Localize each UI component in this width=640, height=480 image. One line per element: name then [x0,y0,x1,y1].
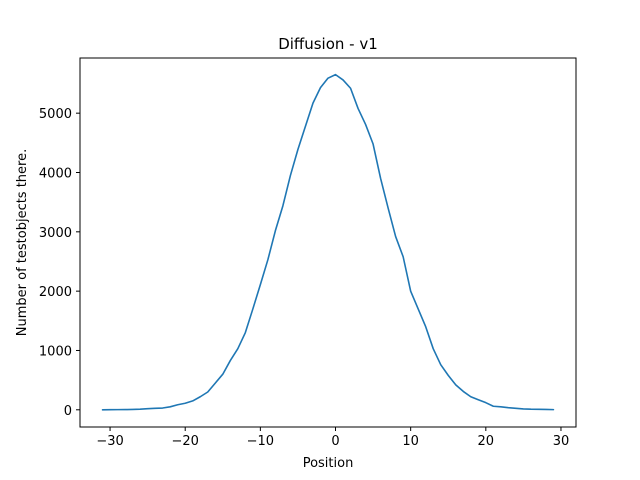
y-tick-label: 2000 [39,285,72,300]
y-tick-label: 4000 [39,166,72,181]
series-line [101,73,555,411]
chart-title: Diffusion - v1 [278,35,378,53]
x-axis-label: Position [303,456,354,471]
x-axis: −30 −20 −10 0 10 20 30 [96,427,569,449]
y-tick-label: 5000 [39,107,72,122]
plot-frame [79,57,577,428]
y-tick-label: 1000 [39,344,72,359]
x-tick-label: −20 [171,434,198,449]
y-axis: 0 1000 2000 3000 4000 5000 [39,107,80,419]
x-tick-label: 20 [478,434,495,449]
x-tick-label: −30 [96,434,123,449]
y-axis-label: Number of testobjects there. [15,149,30,336]
x-tick-label: 0 [331,434,339,449]
x-tick-label: 10 [402,434,419,449]
x-tick-label: 30 [553,434,570,449]
series-layer [101,73,555,411]
y-tick-label: 3000 [39,226,72,241]
plot-background [80,58,576,427]
plot-area [80,58,576,427]
y-tick-label: 0 [64,404,72,419]
x-tick-label: −10 [247,434,274,449]
